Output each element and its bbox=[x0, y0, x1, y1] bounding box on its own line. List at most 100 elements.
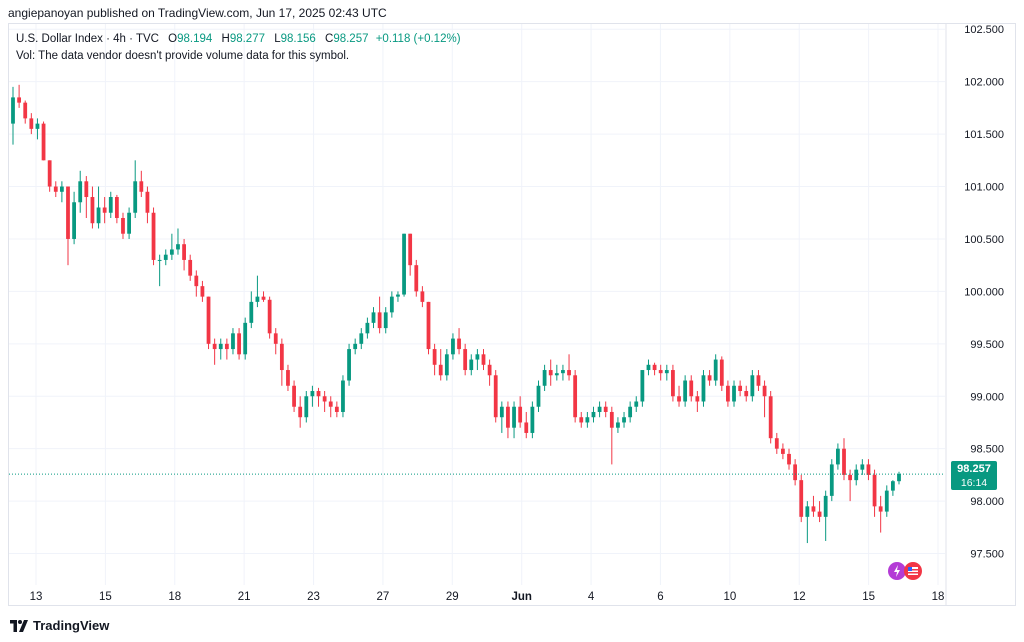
candle bbox=[353, 338, 358, 355]
candle bbox=[683, 375, 688, 407]
candle bbox=[47, 160, 52, 192]
date-tick-label: 18 bbox=[932, 591, 945, 603]
candle bbox=[304, 391, 309, 423]
price-tick-label: 100.000 bbox=[964, 286, 1004, 298]
candle-body bbox=[432, 349, 437, 365]
candle-body bbox=[658, 370, 663, 374]
candle-body bbox=[438, 364, 443, 376]
candle-body bbox=[548, 370, 553, 376]
candle-body bbox=[512, 406, 516, 428]
candle bbox=[261, 291, 266, 302]
candle-body bbox=[322, 396, 327, 402]
candle-body bbox=[273, 333, 278, 344]
candle-body bbox=[371, 312, 376, 323]
candle bbox=[866, 459, 871, 481]
candle-body bbox=[732, 385, 736, 402]
last-price-tag: 98.257 16:14 bbox=[951, 461, 997, 490]
time-axis: 13 15 18 21 23 27 29 Jun 4 6 10 12 15 18 bbox=[30, 591, 945, 603]
candle-body bbox=[316, 391, 321, 397]
candle-body bbox=[585, 417, 590, 423]
candle bbox=[194, 270, 199, 297]
symbol-legend: U.S. Dollar Index · 4h · TVC O98.194 H98… bbox=[16, 33, 461, 45]
candle bbox=[206, 296, 211, 350]
candle bbox=[719, 356, 724, 392]
candle-body bbox=[671, 370, 675, 397]
price-tick-label: 98.000 bbox=[970, 496, 1004, 508]
candle-body bbox=[78, 181, 83, 203]
candle-body bbox=[475, 354, 480, 360]
candle-body bbox=[823, 495, 828, 517]
candle-body bbox=[200, 286, 205, 297]
candle bbox=[41, 121, 46, 161]
candle-body bbox=[683, 380, 688, 402]
candle-body bbox=[194, 275, 199, 287]
candle bbox=[890, 480, 895, 496]
candles bbox=[9, 84, 945, 544]
candle bbox=[121, 212, 125, 239]
candle-body bbox=[237, 333, 241, 355]
candle-body bbox=[811, 506, 816, 512]
candle bbox=[640, 370, 645, 407]
candle-body bbox=[212, 343, 217, 350]
candle-body bbox=[762, 385, 767, 397]
candle-body bbox=[121, 217, 125, 234]
candle bbox=[793, 459, 798, 486]
candle-body bbox=[90, 197, 95, 224]
candle-body bbox=[114, 197, 119, 218]
last-price-value: 98.257 bbox=[957, 463, 991, 475]
candle bbox=[658, 364, 663, 381]
candle bbox=[457, 328, 461, 355]
candle bbox=[402, 233, 406, 297]
candle-body bbox=[396, 294, 400, 297]
publish-line: angiepanoyan published on TradingView.co… bbox=[8, 6, 387, 20]
candle-body bbox=[292, 385, 296, 407]
candle-body bbox=[897, 473, 901, 482]
candle bbox=[530, 401, 535, 439]
candle bbox=[23, 100, 28, 124]
candle-body bbox=[701, 375, 706, 402]
candle-body bbox=[328, 401, 333, 407]
candle bbox=[805, 501, 810, 544]
candle bbox=[218, 338, 223, 360]
candle bbox=[200, 280, 205, 302]
candle-body bbox=[719, 359, 724, 386]
candle-body bbox=[542, 370, 547, 386]
footer-brand[interactable]: TradingView bbox=[10, 618, 109, 633]
candle-body bbox=[677, 396, 681, 402]
candle-body bbox=[579, 417, 584, 423]
us-flag-icon[interactable] bbox=[904, 562, 922, 580]
candle bbox=[279, 338, 284, 386]
low-label: L bbox=[274, 33, 281, 45]
candle bbox=[854, 464, 859, 486]
candle bbox=[237, 328, 241, 360]
candle bbox=[842, 438, 846, 481]
candle-body bbox=[249, 301, 254, 323]
candle bbox=[102, 197, 107, 224]
candle-body bbox=[781, 448, 785, 454]
candle-body bbox=[127, 212, 131, 234]
candle bbox=[512, 401, 516, 439]
candle-body bbox=[524, 422, 529, 433]
candle-body bbox=[872, 474, 877, 507]
volume-note: Vol: The data vendor doesn't provide vol… bbox=[16, 50, 350, 62]
candle bbox=[860, 459, 865, 475]
candle bbox=[292, 380, 296, 412]
candle-body bbox=[554, 373, 559, 376]
grid-lines bbox=[9, 24, 947, 605]
candle bbox=[762, 380, 767, 418]
candle bbox=[59, 181, 64, 203]
candle bbox=[499, 401, 504, 433]
candle-body bbox=[102, 207, 107, 213]
date-tick-label: 13 bbox=[30, 591, 43, 603]
date-tick-label: 21 bbox=[238, 591, 251, 603]
price-tick-label: 102.500 bbox=[964, 24, 1004, 36]
candle bbox=[707, 370, 712, 386]
candle-body bbox=[84, 181, 89, 198]
high-value: 98.277 bbox=[229, 33, 265, 45]
candle bbox=[677, 385, 681, 407]
candle bbox=[603, 401, 608, 418]
lightning-icon[interactable] bbox=[888, 562, 906, 580]
candle bbox=[408, 233, 413, 276]
candle bbox=[66, 186, 70, 266]
